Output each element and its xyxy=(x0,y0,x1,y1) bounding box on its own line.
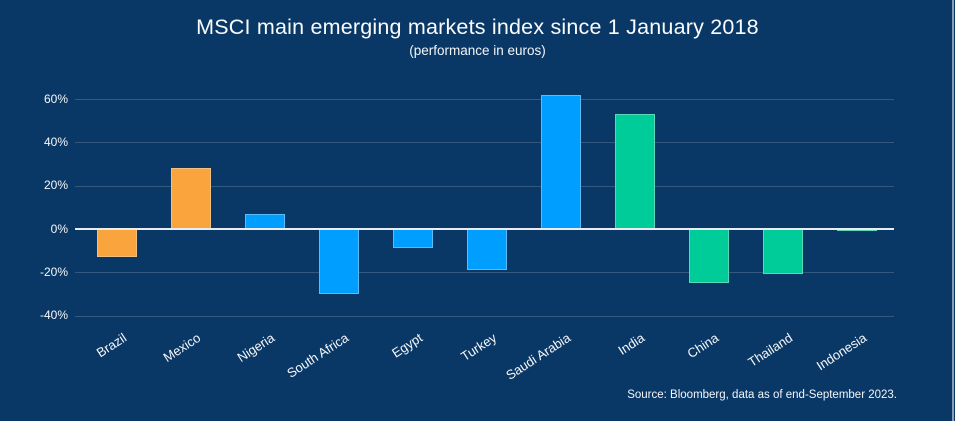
xlabel-nigeria: Nigeria xyxy=(234,330,278,366)
bar-china xyxy=(689,229,729,284)
xlabel-china: China xyxy=(684,330,722,362)
xlabel-saudi-arabia: Saudi Arabia xyxy=(503,330,574,383)
xlabel-mexico: Mexico xyxy=(160,330,204,366)
chart-subtitle: (performance in euros) xyxy=(409,43,546,58)
gridline-20 xyxy=(75,185,894,187)
ytick-label--40: -40% xyxy=(39,308,68,323)
source-note: Source: Bloomberg, data as of end-Septem… xyxy=(627,389,897,401)
ytick-label-0: 0% xyxy=(50,221,68,236)
gridline-60 xyxy=(75,99,894,100)
xlabel-india: India xyxy=(615,330,648,358)
xlabel-brazil: Brazil xyxy=(93,330,130,361)
bar-nigeria xyxy=(245,213,285,229)
xlabel-indonesia: Indonesia xyxy=(813,330,870,374)
ytick-label-20: 20% xyxy=(43,178,68,193)
bar-brazil xyxy=(97,229,137,258)
ytick-label-60: 60% xyxy=(43,91,68,106)
bar-thailand xyxy=(763,229,803,275)
gridline-40 xyxy=(75,142,894,144)
xlabel-egypt: Egypt xyxy=(389,330,426,361)
ytick-label--20: -20% xyxy=(39,264,68,279)
bar-turkey xyxy=(467,229,507,271)
bar-saudi-arabia xyxy=(541,94,581,229)
bar-egypt xyxy=(393,229,433,249)
bar-south-africa xyxy=(319,229,359,294)
bar-mexico xyxy=(171,168,211,229)
ytick-label-40: 40% xyxy=(43,134,68,149)
xlabel-thailand: Thailand xyxy=(745,330,796,370)
gridline--40 xyxy=(75,315,894,317)
gridline--20 xyxy=(75,272,894,274)
chart-title: MSCI main emerging markets index since 1… xyxy=(196,15,759,39)
xlabel-turkey: Turkey xyxy=(458,330,500,364)
bar-india xyxy=(615,114,655,229)
zero-axis-line xyxy=(75,228,894,230)
xlabel-south-africa: South Africa xyxy=(284,330,352,381)
